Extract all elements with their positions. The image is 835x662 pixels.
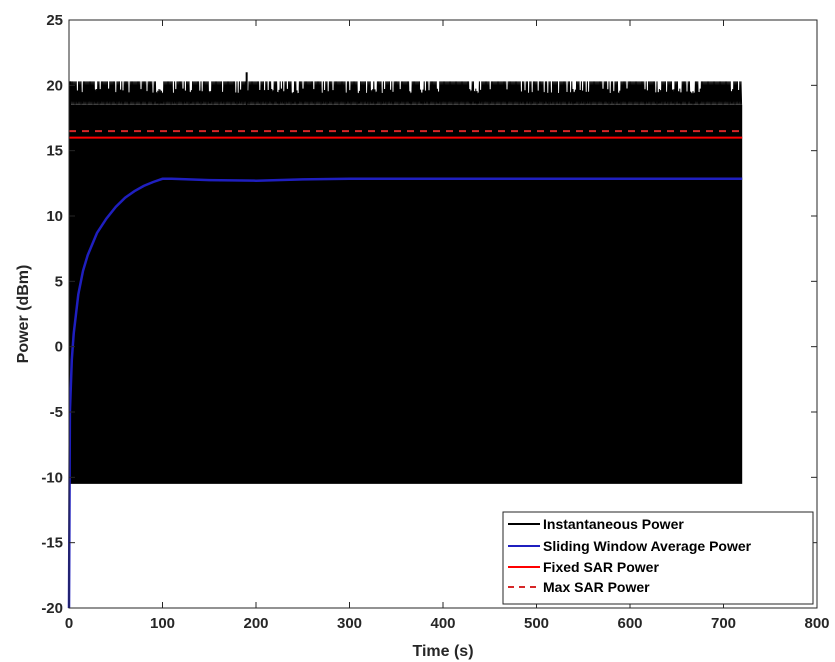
y-tick-label: -20 xyxy=(41,600,63,617)
x-tick-label: 0 xyxy=(65,615,73,632)
y-tick-label: 20 xyxy=(46,77,63,94)
legend-label-instantaneous: Instantaneous Power xyxy=(543,516,684,532)
legend: Instantaneous Power Sliding Window Avera… xyxy=(502,511,814,605)
x-tick-label: 400 xyxy=(430,615,455,632)
legend-box xyxy=(502,511,814,605)
x-tick-label: 800 xyxy=(804,615,829,632)
series-layer xyxy=(67,72,743,609)
legend-label-max-sar: Max SAR Power xyxy=(543,579,650,595)
axes-layer: 0 100 200 300 400 500 600 700 800 -20 -15 -10 -5 0 5 10… xyxy=(41,12,829,632)
y-axis-label: Power (dBm) xyxy=(15,265,32,364)
x-axis-label: Time (s) xyxy=(412,643,473,660)
y-tick-label: -15 xyxy=(41,535,63,552)
y-tick-label: 25 xyxy=(46,12,63,29)
y-tick-label: 5 xyxy=(55,273,63,290)
y-tick-label: 10 xyxy=(46,208,63,225)
instantaneous-power-band xyxy=(69,104,743,484)
x-tick-label: 600 xyxy=(617,615,642,632)
y-tick-label: 15 xyxy=(46,143,63,160)
y-tick-label: -5 xyxy=(50,404,63,421)
x-tick-label: 700 xyxy=(711,615,736,632)
instantaneous-power-envelope xyxy=(68,81,743,105)
y-tick-label: 0 xyxy=(55,339,63,356)
x-tick-label: 200 xyxy=(243,615,268,632)
x-tick-label: 500 xyxy=(524,615,549,632)
sliding-window-average-line xyxy=(67,177,743,609)
legend-label-sliding-average: Sliding Window Average Power xyxy=(543,538,752,554)
x-tick-label: 300 xyxy=(337,615,362,632)
x-tick-label: 100 xyxy=(150,615,175,632)
legend-label-fixed-sar: Fixed SAR Power xyxy=(543,559,659,575)
y-tick-label: -10 xyxy=(41,469,63,486)
